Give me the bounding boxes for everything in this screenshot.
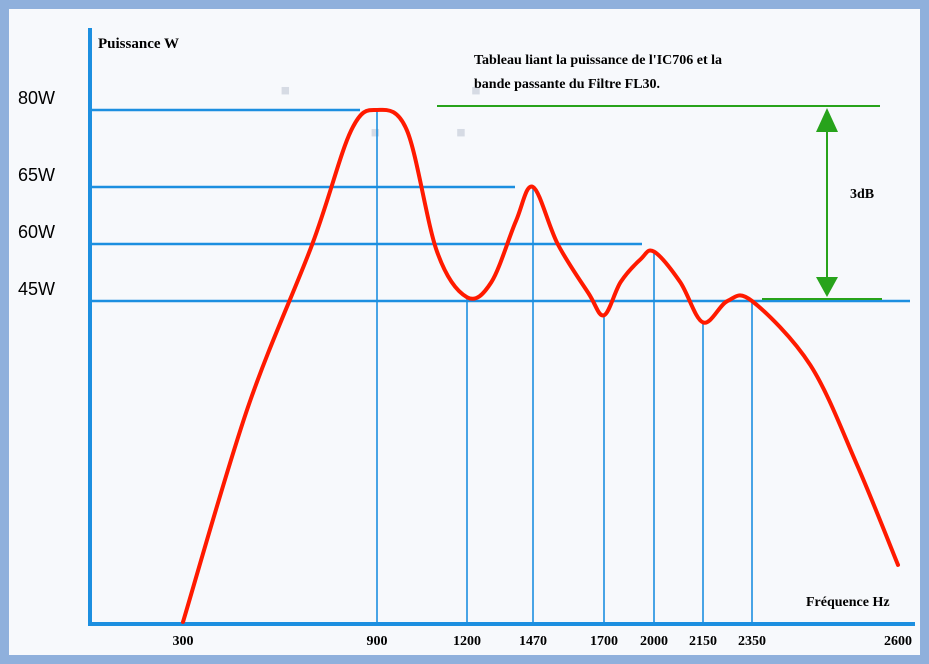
x-tick-label: 2600 [884,634,912,649]
x-tick-label: 1700 [590,634,618,649]
y-tick-label: 45W [18,279,55,299]
vertical-guide-lines [376,110,753,624]
chart-title-line-2: bande passante du Filtre FL30. [474,77,660,92]
x-tick-label: 300 [173,634,194,649]
horizontal-guide-lines [90,108,910,303]
y-tick-label: 65W [18,165,55,185]
y-tick-labels: 80W 65W 60W 45W [18,88,55,299]
x-tick-label: 1200 [453,634,481,649]
curve-layer [181,107,900,624]
3db-label: 3dB [850,187,874,202]
y-axis-label: Puissance W [98,36,179,52]
bracket-arrow-down [816,277,838,297]
x-tick-label: 900 [367,634,388,649]
x-tick-labels: 300 900 1200 1470 1700 2000 2150 2350 2600 [173,634,913,649]
y-tick-label: 60W [18,222,55,242]
x-tick-label: 2000 [640,634,668,649]
x-tick-label: 2150 [689,634,717,649]
chart-title-line-1: Tableau liant la puissance de l'IC706 et… [474,53,722,68]
x-tick-label: 2350 [738,634,766,649]
axes [88,28,915,626]
y-tick-label: 80W [18,88,55,108]
x-axis-label: Fréquence Hz [806,595,890,610]
power-curve [181,107,900,624]
x-tick-label: 1470 [519,634,547,649]
background-bleed-through: ▪ ▪ ▪ ▪ [280,74,482,149]
3db-bracket [437,105,882,300]
bracket-arrow-up [816,108,838,132]
